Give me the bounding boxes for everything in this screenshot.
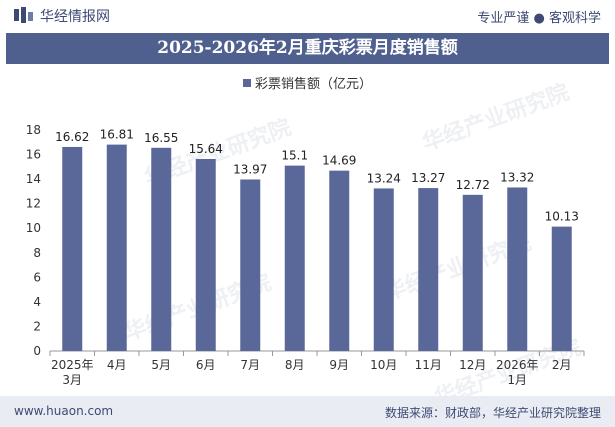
bar xyxy=(240,179,261,351)
data-label: 16.55 xyxy=(144,131,178,145)
x-tick-label: 11月 xyxy=(415,358,442,372)
data-source: 数据来源：财政部，华经产业研究院整理 xyxy=(384,406,601,420)
bar xyxy=(62,146,83,351)
x-tick-label: 7月 xyxy=(240,358,260,372)
x-tick-label: 2026年 xyxy=(496,358,539,372)
bar xyxy=(106,144,127,351)
bar xyxy=(373,188,394,351)
bar xyxy=(507,187,528,351)
data-label: 15.64 xyxy=(189,142,223,156)
bar xyxy=(551,226,572,351)
data-label: 12.72 xyxy=(456,178,490,192)
data-label: 14.69 xyxy=(322,154,356,168)
legend-swatch xyxy=(242,79,251,87)
y-tick-label: 8 xyxy=(33,246,41,260)
x-tick-label: 10月 xyxy=(370,358,397,372)
bar xyxy=(195,158,216,351)
top-bar: 华经情报网 专业严谨 ● 客观科学 xyxy=(0,0,615,30)
x-tick-label: 2月 xyxy=(552,358,572,372)
data-label: 13.27 xyxy=(411,171,445,185)
x-tick-label: 5月 xyxy=(151,358,171,372)
data-label: 10.13 xyxy=(545,210,579,224)
y-tick-label: 10 xyxy=(26,221,41,235)
data-label: 13.24 xyxy=(367,171,401,185)
legend-label: 彩票销售额（亿元） xyxy=(254,77,372,92)
bar xyxy=(462,194,483,351)
x-tick-label: 4月 xyxy=(107,358,127,372)
data-label: 13.97 xyxy=(233,162,267,176)
data-label: 13.32 xyxy=(500,170,534,184)
chart-title: 2025-2026年2月重庆彩票月度销售额 xyxy=(6,33,609,64)
y-tick-label: 4 xyxy=(33,295,41,309)
y-tick-label: 12 xyxy=(26,197,41,211)
brand-logo-icon xyxy=(14,7,33,23)
x-tick-label: 6月 xyxy=(196,358,216,372)
legend: 彩票销售额（亿元） xyxy=(0,73,615,92)
bar xyxy=(151,147,172,351)
data-label: 15.1 xyxy=(281,149,308,163)
footer: www.huaon.com 数据来源：财政部，华经产业研究院整理 xyxy=(0,396,615,427)
data-label: 16.81 xyxy=(100,128,134,142)
x-tick-label: 2025年 xyxy=(51,358,94,372)
y-tick-label: 0 xyxy=(33,344,41,358)
y-tick-label: 18 xyxy=(26,123,41,137)
tagline: 专业严谨 ● 客观科学 xyxy=(477,11,601,26)
x-tick-label: 3月 xyxy=(62,373,82,387)
x-tick-label: 1月 xyxy=(507,373,527,387)
x-tick-label: 12月 xyxy=(459,358,486,372)
data-label: 16.62 xyxy=(55,130,89,144)
y-tick-label: 2 xyxy=(33,319,41,333)
x-tick-label: 9月 xyxy=(329,358,349,372)
bar xyxy=(418,188,439,351)
footer-url: www.huaon.com xyxy=(14,404,114,418)
y-tick-label: 16 xyxy=(26,148,41,162)
x-tick-label: 8月 xyxy=(285,358,305,372)
y-tick-label: 14 xyxy=(26,172,41,186)
bar xyxy=(284,165,305,351)
y-tick-label: 6 xyxy=(33,270,41,284)
brand-name: 华经情报网 xyxy=(40,9,110,25)
bar xyxy=(329,170,350,351)
